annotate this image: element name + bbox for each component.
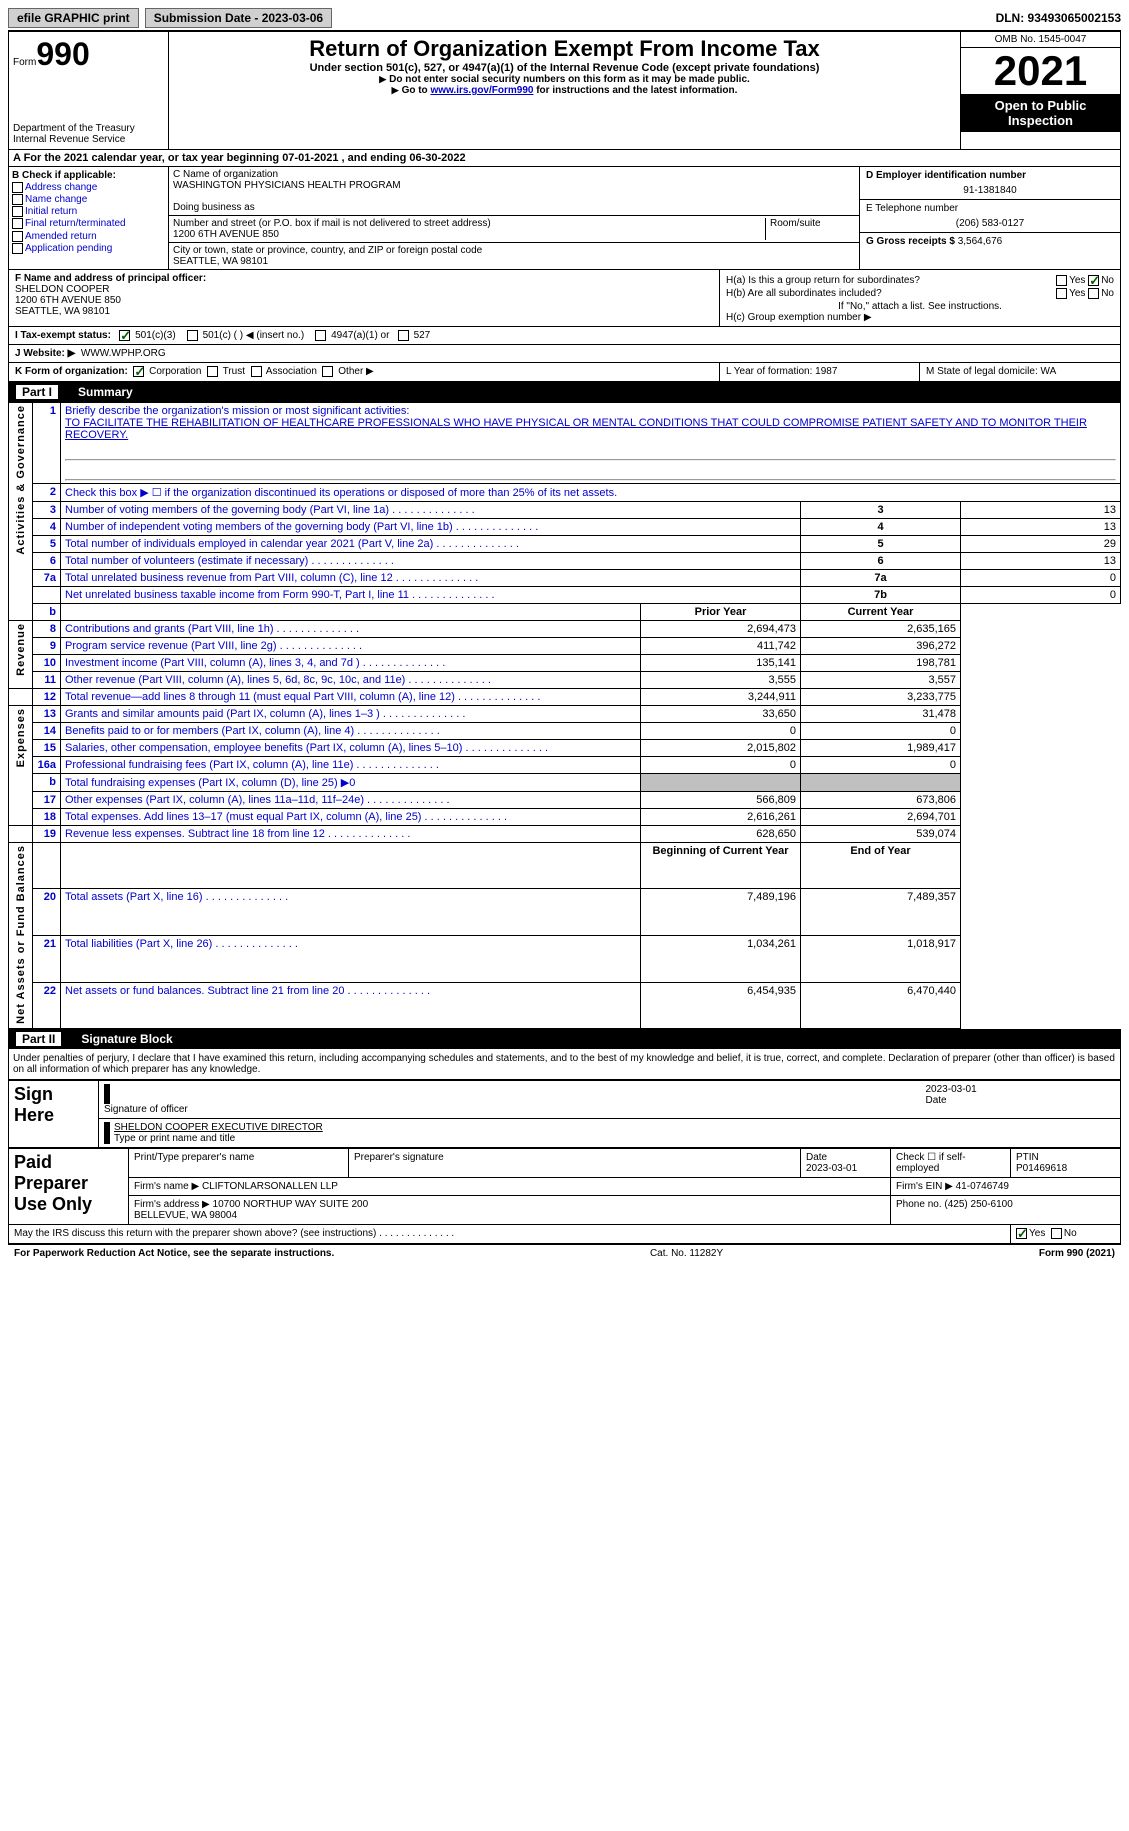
form-title-box: Return of Organization Exempt From Incom… xyxy=(169,32,960,149)
tax-year-row: A For the 2021 calendar year, or tax yea… xyxy=(8,150,1121,167)
page-title: Return of Organization Exempt From Incom… xyxy=(173,36,956,62)
dln-label: DLN: 93493065002153 xyxy=(996,11,1121,25)
website-row: J Website: ▶ WWW.WPHP.ORG xyxy=(8,345,1121,363)
part1-header: Part ISummary xyxy=(8,382,1121,402)
form-org-row: K Form of organization: Corporation Trus… xyxy=(8,363,1121,381)
signature-table: Sign Here Signature of officer 2023-03-0… xyxy=(8,1080,1121,1148)
preparer-table: Paid Preparer Use Only Print/Type prepar… xyxy=(8,1148,1121,1243)
efile-print-button[interactable]: efile GRAPHIC print xyxy=(8,8,139,28)
part2-header: Part IISignature Block xyxy=(8,1029,1121,1049)
group-return-box: H(a) Is this a group return for subordin… xyxy=(720,270,1120,326)
footer: For Paperwork Reduction Act Notice, see … xyxy=(8,1244,1121,1262)
signature-intro: Under penalties of perjury, I declare th… xyxy=(8,1049,1121,1080)
summary-table: Activities & Governance 1 Briefly descri… xyxy=(8,402,1121,1030)
ein-box: D Employer identification number91-13818… xyxy=(860,167,1120,269)
officer-box: F Name and address of principal officer:… xyxy=(9,270,720,326)
year-box: OMB No. 1545-0047 2021 Open to Public In… xyxy=(960,32,1120,149)
tax-status-row: I Tax-exempt status: 501(c)(3) 501(c) ( … xyxy=(8,327,1121,345)
form-id-box: Form990 Department of the Treasury Inter… xyxy=(9,32,169,149)
irs-link[interactable]: www.irs.gov/Form990 xyxy=(430,85,533,96)
submission-date-button[interactable]: Submission Date - 2023-03-06 xyxy=(145,8,332,28)
org-info-box: C Name of organizationWASHINGTON PHYSICI… xyxy=(169,167,860,269)
check-applicable-box: B Check if applicable: Address change Na… xyxy=(9,167,169,269)
